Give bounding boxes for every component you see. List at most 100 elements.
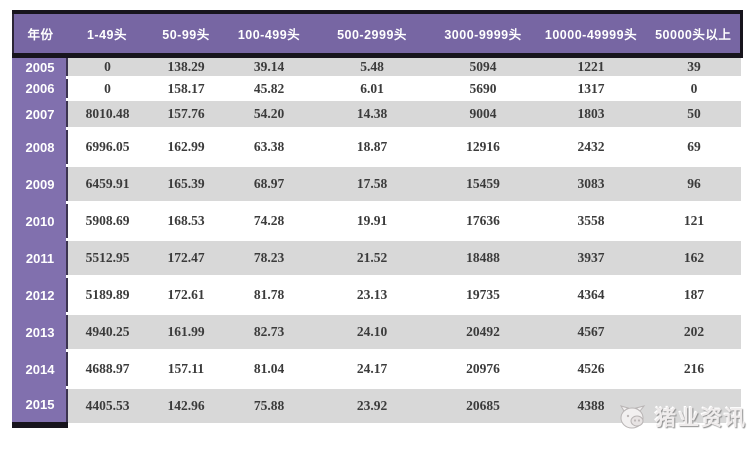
table-row: 2007 8010.48 157.76 54.20 14.38 9004 180… (12, 98, 741, 130)
column-header-50-99: 50-99头 (147, 10, 225, 58)
data-cell: 24.10 (313, 312, 431, 352)
data-cell: 17636 (466, 213, 500, 228)
table-row: 2008 6996.05 162.99 63.38 18.87 12916 24… (12, 128, 741, 166)
data-cell: 6.01 (360, 80, 384, 96)
column-header-50000-plus: 50000头以上 (647, 10, 743, 58)
data-cell: 3558 (577, 213, 605, 228)
pig-farm-scale-table: 年份 1-49头 50-99头 100-499头 500-2999头 3000-… (12, 10, 743, 428)
data-cell: 5512.95 (67, 238, 147, 278)
data-cell: 4688.97 (85, 361, 130, 376)
data-cell: 142.96 (147, 386, 225, 426)
table-row: 2010 5908.69 168.53 74.28 19.91 17636 35… (12, 202, 741, 240)
data-cell: 5690 (469, 80, 497, 96)
data-cell: 8010.48 (67, 98, 147, 130)
year-cell: 2009 (12, 165, 68, 203)
data-cell: 50 (647, 98, 741, 130)
data-cell: 39.14 (225, 54, 313, 79)
data-cell: 3083 (535, 164, 647, 204)
data-cell: 63.38 (253, 139, 285, 154)
data-cell: 157.76 (147, 98, 225, 130)
data-cell: 20492 (431, 312, 535, 352)
data-cell: 15459 (431, 164, 535, 204)
data-cell: 5.48 (313, 54, 431, 79)
data-cell: 78.23 (225, 238, 313, 278)
year-cell: 2007 (12, 99, 68, 129)
data-cell: 6996.05 (85, 139, 130, 154)
data-cell: 4405.53 (67, 386, 147, 426)
data-cell: 69 (687, 139, 701, 154)
data-cell: 157.11 (167, 361, 205, 376)
data-cell: 4567 (535, 312, 647, 352)
data-cell: 74.28 (253, 213, 285, 228)
year-cell: 2005 (12, 55, 68, 78)
data-cell: 54.20 (225, 98, 313, 130)
data-cell: 1317 (577, 80, 605, 96)
data-cell: 18.87 (356, 139, 388, 154)
data-cell: 121 (683, 213, 705, 228)
data-cell: 20976 (466, 361, 500, 376)
data-cell: 172.47 (147, 238, 225, 278)
data-cell: 4940.25 (67, 312, 147, 352)
column-header-3000-9999: 3000-9999头 (431, 10, 535, 58)
table-row: 2009 6459.91 165.39 68.97 17.58 15459 30… (12, 164, 741, 204)
data-cell: 4364 (577, 287, 605, 302)
year-cell: 2006 (12, 77, 68, 100)
column-header-1-49: 1-49头 (67, 10, 147, 58)
table-row: 2015 4405.53 142.96 75.88 23.92 20685 43… (12, 386, 741, 428)
data-cell: 1803 (535, 98, 647, 130)
data-cell: 68.97 (225, 164, 313, 204)
data-cell: 17.58 (313, 164, 431, 204)
table-header-row: 年份 1-49头 50-99头 100-499头 500-2999头 3000-… (12, 10, 743, 58)
year-cell: 2010 (12, 202, 68, 240)
data-cell: 202 (647, 312, 741, 352)
data-cell: 162 (647, 238, 741, 278)
data-cell: 0 (67, 54, 147, 79)
data-cell: 81.78 (253, 287, 285, 302)
column-header-500-2999: 500-2999头 (313, 10, 431, 58)
data-cell: 5094 (431, 54, 535, 79)
data-cell: 3937 (535, 238, 647, 278)
year-cell: 2012 (12, 276, 68, 314)
data-cell: 158.17 (167, 80, 205, 96)
data-cell: 18488 (431, 238, 535, 278)
data-cell: 165.39 (147, 164, 225, 204)
data-cell: 96 (647, 164, 741, 204)
data-cell: 75.88 (225, 386, 313, 426)
data-cell: 23.92 (313, 386, 431, 426)
year-cell: 2008 (12, 128, 68, 166)
data-cell: 39 (647, 54, 741, 79)
data-cell: 82.73 (225, 312, 313, 352)
column-header-10000-49999: 10000-49999头 (535, 10, 647, 58)
data-cell: 4388 (535, 386, 647, 426)
data-cell: 138.29 (147, 54, 225, 79)
data-cell: 12916 (466, 139, 500, 154)
data-cell: 2432 (577, 139, 605, 154)
data-cell: 216 (683, 361, 705, 376)
data-cell: 0 (104, 80, 111, 96)
data-cell: 19735 (466, 287, 500, 302)
data-cell: 21.52 (313, 238, 431, 278)
data-cell: 161.99 (147, 312, 225, 352)
year-cell: 2014 (12, 350, 68, 388)
data-cell: 4526 (577, 361, 605, 376)
table-row: 2006 0 158.17 45.82 6.01 5690 1317 0 (12, 77, 741, 100)
data-cell: 172.61 (167, 287, 205, 302)
data-cell: 20685 (431, 386, 535, 426)
data-cell: 0 (690, 80, 698, 96)
table-row: 2014 4688.97 157.11 81.04 24.17 20976 45… (12, 350, 741, 388)
data-cell: 168.53 (167, 213, 205, 228)
year-cell: 2015 (12, 387, 68, 428)
data-cell: 14.38 (313, 98, 431, 130)
data-cell: 1221 (535, 54, 647, 79)
data-cell: 5908.69 (85, 213, 130, 228)
table-row: 2011 5512.95 172.47 78.23 21.52 18488 39… (12, 238, 741, 278)
year-cell: 2013 (12, 313, 68, 351)
data-cell: 9004 (431, 98, 535, 130)
data-cell: 162.99 (167, 139, 205, 154)
data-cell (647, 386, 741, 426)
data-cell: 81.04 (253, 361, 285, 376)
data-cell: 23.13 (356, 287, 388, 302)
table-row: 2012 5189.89 172.61 81.78 23.13 19735 43… (12, 276, 741, 314)
data-cell: 45.82 (253, 80, 285, 96)
